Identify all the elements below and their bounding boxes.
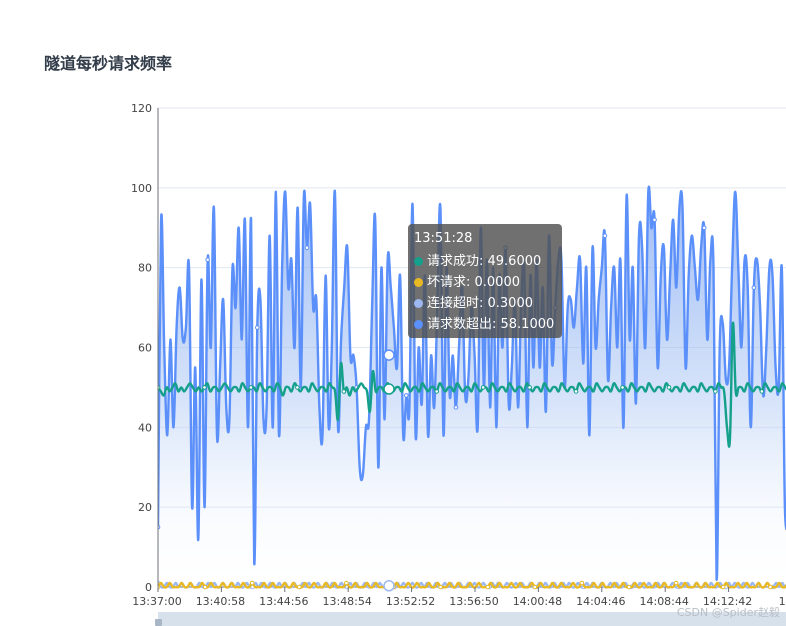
tooltip-row-timeout: 连接超时: 0.3000 (414, 293, 556, 314)
data-point (701, 225, 707, 231)
x-tick-label: 13:52:52 (386, 595, 435, 608)
y-tick-label: 60 (138, 342, 152, 355)
data-point (295, 385, 300, 390)
tooltip-row-bad-request: 坏请求: 0.0000 (414, 272, 556, 293)
data-point (720, 584, 726, 590)
data-point (341, 389, 347, 394)
datazoom-handle[interactable] (155, 619, 162, 626)
data-point (620, 385, 625, 390)
data-point (434, 389, 440, 394)
data-point (403, 393, 409, 398)
x-tick-label: 14:00:48 (513, 595, 562, 608)
data-point (579, 580, 585, 586)
data-point (344, 580, 349, 586)
tooltip-row-success: 请求成功: 49.6000 (414, 251, 556, 272)
y-tick-label: 40 (138, 421, 152, 434)
x-tick-label: 14:08:44 (639, 595, 688, 608)
x-tick-label: 13:37:00 (132, 595, 181, 608)
legend-dot-icon (414, 299, 423, 308)
watermark: CSDN @Spider赵毅 (676, 606, 780, 619)
y-tick-label: 100 (131, 182, 152, 195)
hover-point (383, 349, 395, 361)
hover-point (383, 580, 395, 592)
data-point (438, 584, 443, 590)
data-point (666, 385, 672, 390)
data-point (573, 389, 579, 394)
x-tick-label: 13:44:56 (259, 595, 308, 608)
data-point (713, 389, 718, 394)
series-line-0 (158, 321, 786, 448)
x-tick-label: 14:04:46 (576, 595, 625, 608)
data-point (602, 233, 608, 239)
data-point (205, 257, 210, 262)
legend-dot-icon (414, 257, 423, 266)
data-point (751, 285, 757, 290)
x-tick-label: 13:48:54 (322, 595, 371, 608)
y-tick-label: 80 (138, 262, 152, 275)
tooltip-label: 坏请求: 0.0000 (427, 275, 520, 290)
data-point (480, 385, 486, 390)
data-point (453, 405, 459, 410)
data-point (768, 584, 773, 590)
datazoom-slider[interactable] (158, 612, 786, 626)
y-tick-label: 0 (145, 581, 152, 594)
hover-marker-layer (383, 349, 395, 592)
data-point (527, 385, 532, 390)
data-point (297, 584, 302, 590)
data-point (255, 325, 260, 330)
x-tick-label: 14:1 (779, 595, 786, 608)
data-point (249, 580, 255, 586)
tooltip-row-exceeded: 请求数超出: 58.1000 (414, 314, 556, 335)
tooltip-label: 请求成功: 49.6000 (427, 254, 542, 269)
tooltip-label: 请求数超出: 58.1000 (427, 317, 555, 332)
data-point (673, 580, 679, 586)
series-line-layer (158, 185, 786, 590)
data-point (532, 584, 538, 590)
series-line-3 (158, 185, 786, 581)
data-point (626, 584, 632, 590)
data-point (202, 385, 207, 390)
data-point (202, 584, 208, 590)
data-point (485, 584, 491, 590)
tooltip: 13:51:28 请求成功: 49.6000 坏请求: 0.0000 连接超时:… (408, 224, 562, 338)
x-tick-label: 13:56:50 (449, 595, 498, 608)
x-tick-label: 14:12:42 (703, 595, 752, 608)
axis-layer: 0 20 40 60 80 100 120 13:37:00 13:40:58 13:44:56 1… (131, 102, 786, 608)
series-line-1 (158, 581, 786, 589)
y-tick-label: 20 (138, 501, 152, 514)
data-point (248, 385, 254, 390)
data-point (759, 389, 765, 394)
tooltip-time: 13:51:28 (414, 231, 473, 246)
data-point (652, 217, 657, 223)
data-point (304, 245, 310, 251)
y-tick-label: 120 (131, 102, 152, 115)
tooltip-label: 连接超时: 0.3000 (427, 296, 533, 311)
legend-dot-icon (414, 320, 423, 329)
hover-point (383, 383, 395, 395)
page-title: 隧道每秒请求频率 (44, 54, 173, 73)
legend-dot-icon (414, 278, 423, 287)
x-tick-label: 13:40:58 (196, 595, 245, 608)
